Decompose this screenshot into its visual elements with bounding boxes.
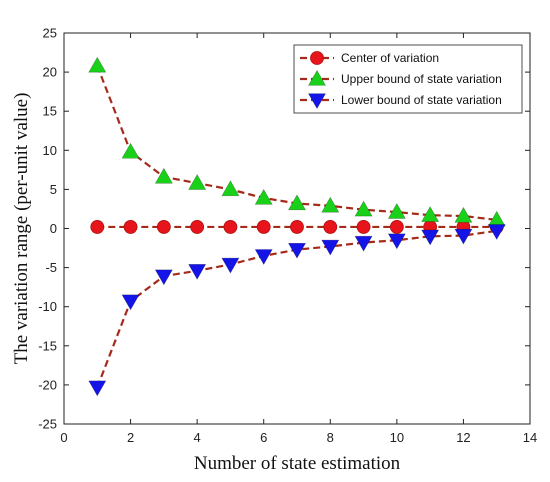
x-tick-label: 0 xyxy=(60,430,67,445)
x-tick-label: 2 xyxy=(127,430,134,445)
y-tick-label: -25 xyxy=(38,417,57,432)
y-tick-label: 5 xyxy=(50,182,57,197)
plot-layer xyxy=(88,56,506,397)
data-point-lower-bound-of-state-variation xyxy=(121,294,140,311)
data-point-center-of-variation xyxy=(223,220,238,234)
legend-marker-upper-bound-of-state-variation xyxy=(307,69,327,86)
data-point-upper-bound-of-state-variation xyxy=(454,206,473,223)
legend-label-upper-bound-of-state-variation: Upper bound of state variation xyxy=(341,72,502,86)
series-center-of-variation xyxy=(90,220,504,234)
y-tick-label: -5 xyxy=(45,260,57,275)
data-point-upper-bound-of-state-variation xyxy=(254,188,273,205)
y-tick-label: 20 xyxy=(43,65,57,80)
x-tick-label: 6 xyxy=(260,430,267,445)
data-point-upper-bound-of-state-variation xyxy=(221,180,240,197)
data-point-center-of-variation xyxy=(256,220,271,234)
data-point-lower-bound-of-state-variation xyxy=(287,242,307,259)
data-point-center-of-variation xyxy=(90,220,105,234)
data-point-lower-bound-of-state-variation xyxy=(354,235,373,252)
y-tick-label: -20 xyxy=(38,377,57,392)
y-tick-label: 0 xyxy=(50,221,57,236)
x-tick-label: 14 xyxy=(523,430,537,445)
axes-layer: 0 2 4 6 8 10 12 14 25 20 15 10 5 0 -5 -10 -15 -20 -25 xyxy=(38,26,537,446)
data-point-upper-bound-of-state-variation xyxy=(421,206,440,222)
data-point-lower-bound-of-state-variation xyxy=(221,257,240,274)
data-point-upper-bound-of-state-variation xyxy=(121,142,140,159)
data-point-lower-bound-of-state-variation xyxy=(321,239,340,256)
legend-label-lower-bound-of-state-variation: Lower bound of state variation xyxy=(341,93,502,107)
data-point-center-of-variation xyxy=(156,220,171,234)
data-point-lower-bound-of-state-variation xyxy=(421,229,440,246)
data-point-lower-bound-of-state-variation xyxy=(88,380,107,397)
y-tick-label: 15 xyxy=(43,104,57,119)
legend-marker-center-of-variation xyxy=(310,51,324,65)
y-tick-label: 10 xyxy=(43,143,57,158)
y-tick-label: -15 xyxy=(38,338,57,353)
data-point-lower-bound-of-state-variation xyxy=(154,269,173,286)
x-tick-label: 4 xyxy=(194,430,201,445)
series-lower-bound-of-state-variation xyxy=(88,224,506,397)
data-point-lower-bound-of-state-variation xyxy=(387,233,406,250)
data-point-center-of-variation xyxy=(389,220,404,234)
y-tick-label: -10 xyxy=(38,299,57,314)
data-point-lower-bound-of-state-variation xyxy=(188,264,207,280)
data-point-center-of-variation xyxy=(356,220,371,234)
data-point-upper-bound-of-state-variation xyxy=(88,56,107,73)
data-point-upper-bound-of-state-variation xyxy=(287,194,307,211)
data-point-center-of-variation xyxy=(323,220,338,234)
data-point-upper-bound-of-state-variation xyxy=(354,200,373,217)
x-axis-title: Number of state estimation xyxy=(194,453,401,474)
legend-marker-lower-bound-of-state-variation xyxy=(307,93,327,110)
legend: Center of variation Upper bound of state … xyxy=(293,44,523,114)
x-tick-label: 12 xyxy=(456,430,470,445)
data-point-upper-bound-of-state-variation xyxy=(154,167,173,184)
y-tick-label: 25 xyxy=(43,26,57,41)
legend-box xyxy=(293,44,523,114)
data-point-center-of-variation xyxy=(190,220,205,234)
data-point-upper-bound-of-state-variation xyxy=(387,202,406,219)
data-point-center-of-variation xyxy=(290,220,304,234)
x-tick-label: 8 xyxy=(327,430,334,445)
legend-label-center-of-variation: Center of variation xyxy=(341,51,439,65)
series-upper-bound-of-state-variation xyxy=(88,56,506,227)
data-point-lower-bound-of-state-variation xyxy=(454,228,473,245)
y-axis-title: The variation range (per-unit value) xyxy=(11,93,32,365)
x-tick-label: 10 xyxy=(390,430,404,445)
data-point-upper-bound-of-state-variation xyxy=(321,196,340,213)
data-point-upper-bound-of-state-variation xyxy=(188,174,207,190)
data-point-lower-bound-of-state-variation xyxy=(487,224,506,240)
data-point-lower-bound-of-state-variation xyxy=(254,249,273,265)
data-point-center-of-variation xyxy=(123,220,138,234)
